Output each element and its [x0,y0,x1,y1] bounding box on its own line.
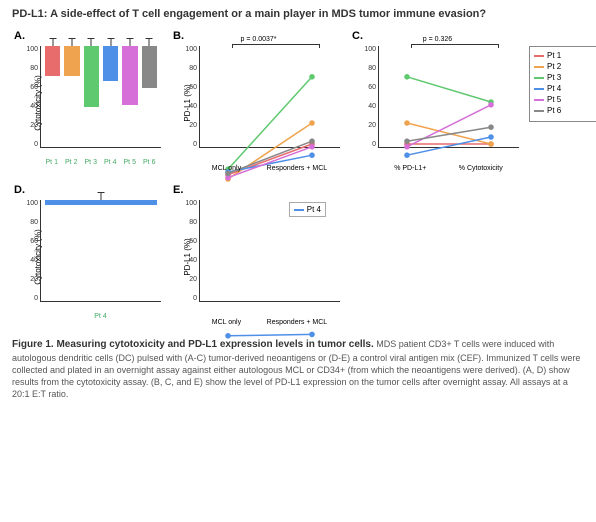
panel-e-chart [199,200,340,302]
panel-c-yticks: 100806040200 [362,46,376,148]
panel-d-xlabels: Pt 4 [40,313,161,320]
panel-c-xlabels: % PD-L1+% Cytotoxicity [378,165,519,172]
panel-a-xlabels: Pt 1Pt 2Pt 3Pt 4Pt 5Pt 6 [40,159,161,166]
panel-c: C. p = 0.326 100806040200 % PD-L1+% Cyto… [350,28,525,178]
panel-e-yticks: 100806040200 [183,200,197,302]
panel-e: E. Pt 4 PD-L1 (%) 100806040200 MCL onlyR… [171,182,346,332]
panel-d-chart [40,200,161,302]
panel-b-label: B. [173,30,184,42]
figure-caption: Figure 1. Measuring cytotoxicity and PD-… [12,338,584,400]
panel-e-label: E. [173,184,183,196]
panel-a-label: A. [14,30,25,42]
legend-container: Pt 1Pt 2Pt 3Pt 4Pt 5Pt 6 [529,28,596,178]
panel-b-pvalue: p = 0.0037* [240,36,276,43]
figure-grid: A. Cytotoxicity (%) 100806040200 Pt 1Pt … [12,28,584,332]
panel-d-yticks: 100806040200 [24,200,38,302]
panel-d: D. Cytotoxicity (%) 100806040200 Pt 4 [12,182,167,332]
panel-d-label: D. [14,184,25,196]
page-title: PD-L1: A side-effect of T cell engagemen… [12,8,584,20]
panel-c-pvalue: p = 0.326 [423,36,452,43]
caption-title: Figure 1. Measuring cytotoxicity and PD-… [12,339,374,350]
panel-b-xlabels: MCL onlyResponders + MCL [199,165,340,172]
panel-c-label: C. [352,30,363,42]
panel-a: A. Cytotoxicity (%) 100806040200 Pt 1Pt … [12,28,167,178]
panel-a-yticks: 100806040200 [24,46,38,148]
panel-e-xlabels: MCL onlyResponders + MCL [199,319,340,326]
series-legend: Pt 1Pt 2Pt 3Pt 4Pt 5Pt 6 [529,46,596,122]
panel-b-yticks: 100806040200 [183,46,197,148]
panel-c-chart [378,46,519,148]
panel-b-chart [199,46,340,148]
panel-a-chart [40,46,161,148]
panel-b: B. p = 0.0037* PD-L1 (%) 100806040200 MC… [171,28,346,178]
